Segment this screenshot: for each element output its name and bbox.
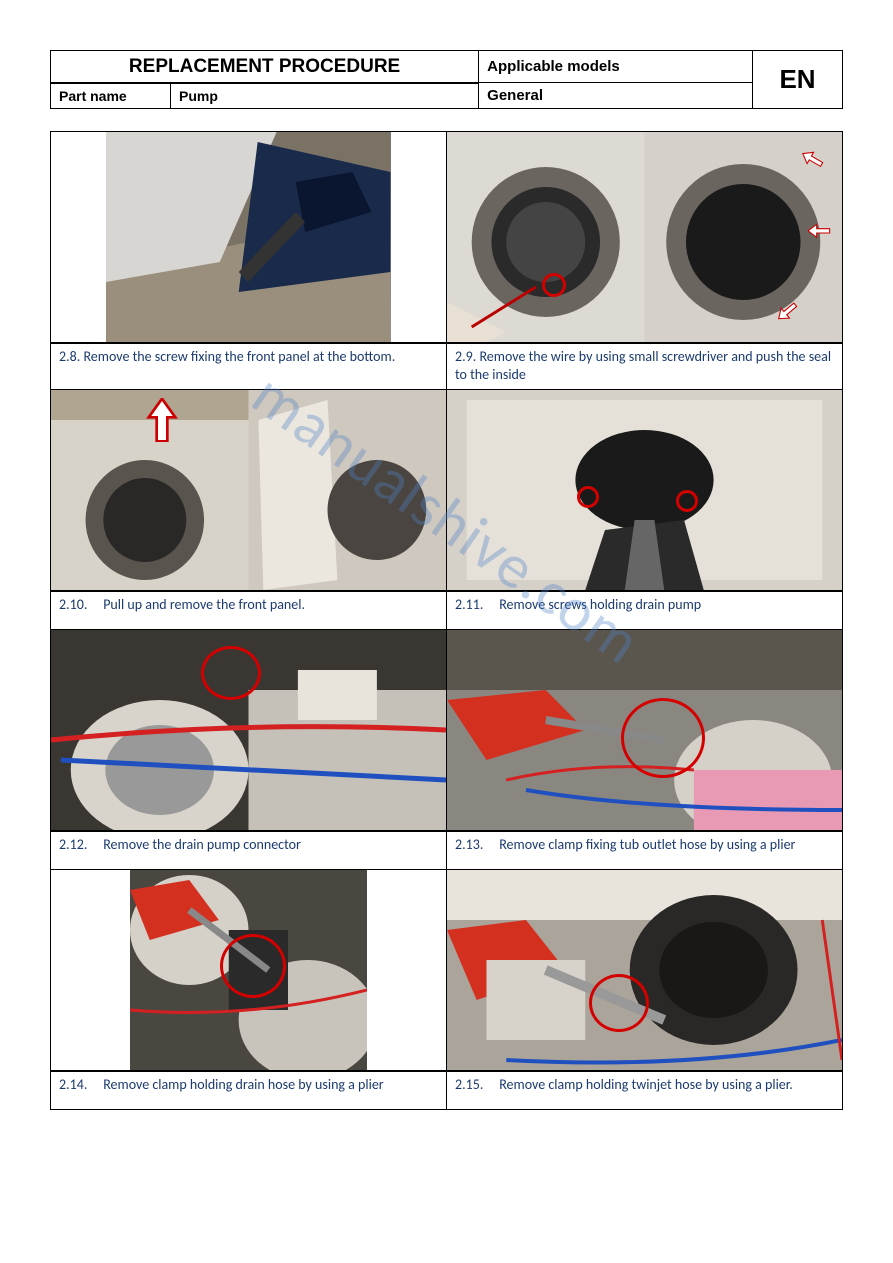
step-caption-2-8: 2.8. Remove the screw fixing the front p… [51, 343, 446, 381]
annotation-circle [621, 698, 705, 778]
step-image-2-11 [447, 390, 842, 590]
step-cell-2-14 [51, 870, 447, 1071]
step-cell-2-13 [447, 630, 843, 831]
step-image-2-10 [51, 390, 446, 590]
annotation-circle [220, 934, 286, 998]
step-caption-2-9: 2.9. Remove the wire by using small scre… [447, 343, 842, 389]
step-image-2-12 [51, 630, 446, 830]
step-cell-2-10 [51, 390, 447, 591]
applicable-models-label: Applicable models [479, 51, 753, 83]
step-image-2-8 [106, 132, 390, 342]
step-image-2-15 [447, 870, 842, 1070]
step-caption-2-13: 2.13. Remove clamp fixing tub outlet hos… [447, 831, 842, 869]
step-caption-2-12: 2.12. Remove the drain pump connector [51, 831, 446, 869]
general-label: General [479, 83, 753, 109]
annotation-circle [201, 646, 261, 700]
step-caption-2-14: 2.14. Remove clamp holding drain hose by… [51, 1071, 446, 1109]
header-table: REPLACEMENT PROCEDURE Applicable models … [50, 50, 843, 109]
step-image-2-13 [447, 630, 842, 830]
step-cell-2-9 [447, 132, 843, 343]
step-image-2-14 [130, 870, 367, 1070]
arrow-icon [777, 299, 803, 325]
annotation-circle [676, 490, 698, 512]
arrow-icon [808, 220, 834, 246]
step-cell-2-8 [51, 132, 447, 343]
header-title: REPLACEMENT PROCEDURE [51, 51, 479, 83]
part-name-value: Pump [171, 84, 479, 109]
annotation-circle [542, 273, 566, 297]
part-name-label: Part name [51, 84, 171, 109]
step-caption-2-11: 2.11. Remove screws holding drain pump [447, 591, 842, 629]
step-cell-2-15 [447, 870, 843, 1071]
language-code: EN [753, 51, 843, 109]
step-cell-2-12 [51, 630, 447, 831]
step-cell-2-11 [447, 390, 843, 591]
step-caption-2-10: 2.10. Pull up and remove the front panel… [51, 591, 446, 629]
arrow-up-icon [146, 398, 178, 442]
step-caption-2-15: 2.15. Remove clamp holding twinjet hose … [447, 1071, 842, 1109]
steps-table: 2.8. Remove the screw fixing the front p… [50, 131, 843, 1110]
annotation-circle [589, 974, 649, 1032]
step-image-2-9 [447, 132, 842, 342]
arrow-icon [800, 149, 826, 175]
